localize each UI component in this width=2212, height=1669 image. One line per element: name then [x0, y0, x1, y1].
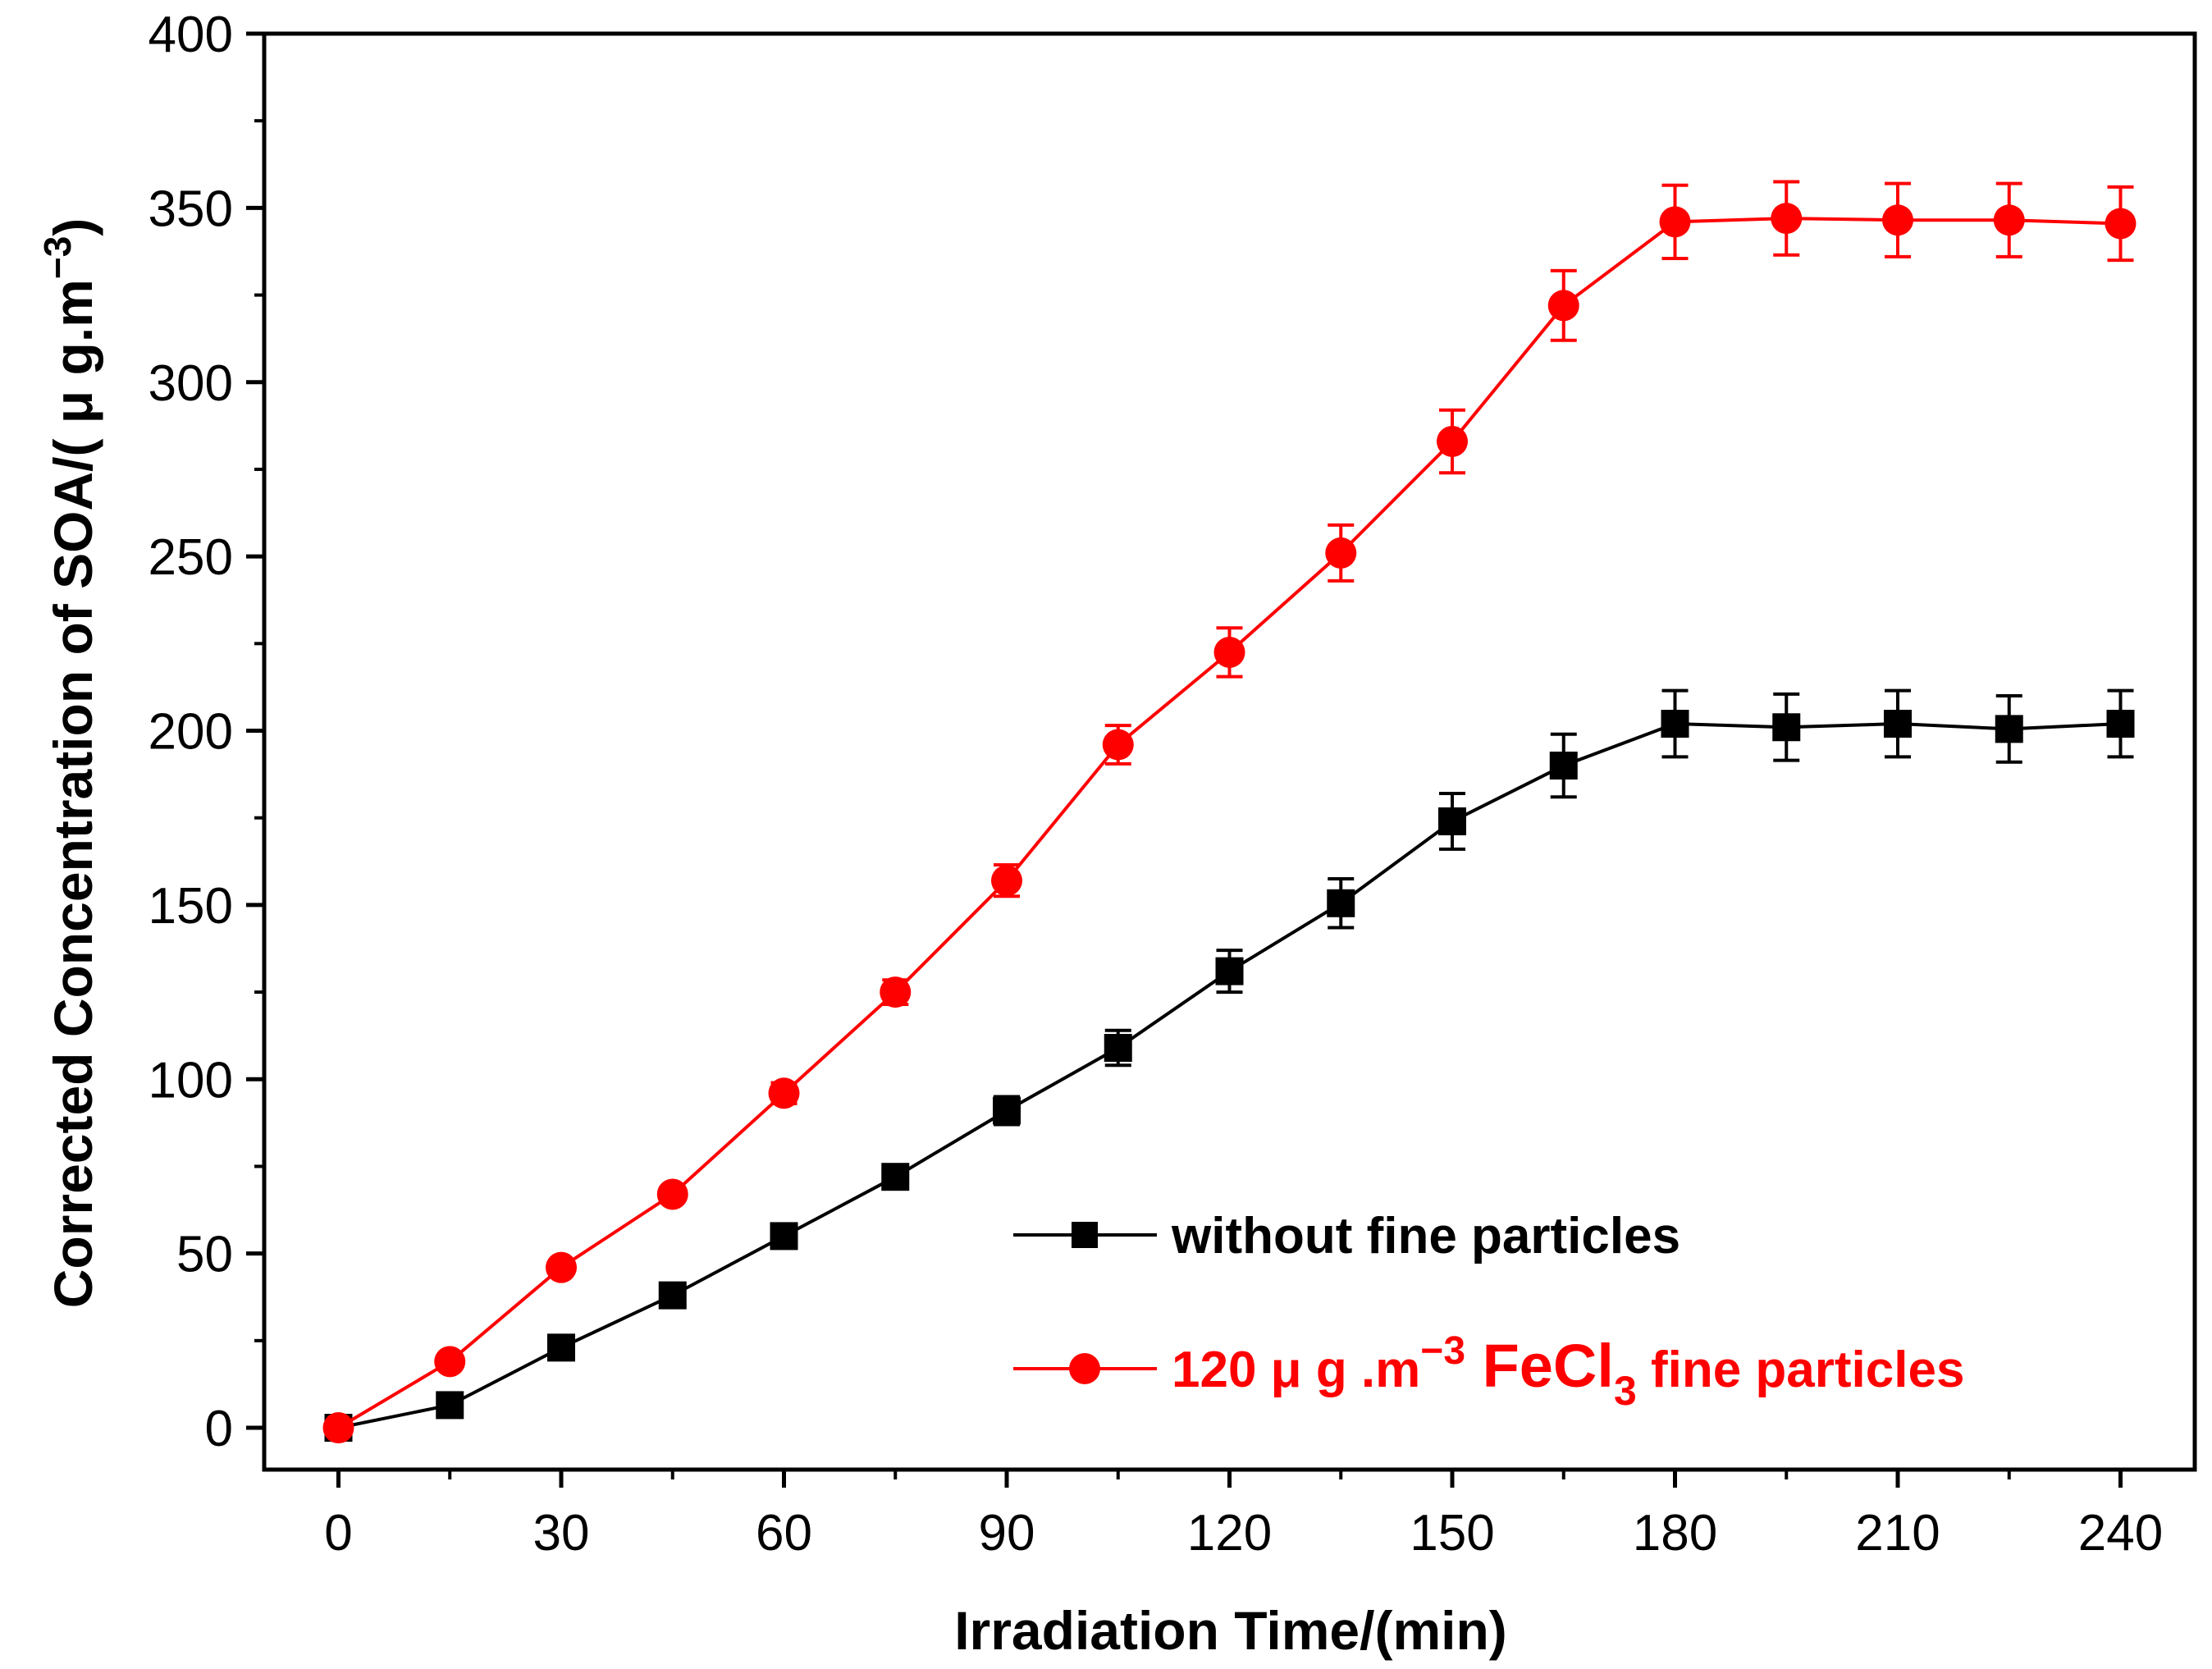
legend-item-without-fine-particles: without fine particles [1013, 1208, 1680, 1264]
data-point-circle [1882, 204, 1913, 236]
legend-label-value: 120 μ g .m [1172, 1342, 1420, 1398]
y-axis-title: Corrected Concentration of SOA/( μ g.m−3… [36, 218, 103, 1309]
data-point-circle [1547, 290, 1579, 322]
y-tick-label: 350 [149, 181, 233, 237]
data-point-circle [1437, 425, 1468, 457]
y-tick-label: 250 [149, 529, 233, 586]
data-point-circle [880, 976, 912, 1008]
data-point-circle [1771, 203, 1803, 235]
series-without-fine-particles [324, 688, 2135, 1443]
data-point-square [1995, 715, 2023, 743]
y-axis-title-main: Corrected Concentration of SOA/( μ g.m [43, 279, 103, 1308]
data-point-circle [656, 1178, 688, 1210]
y-tick-label: 200 [149, 704, 233, 761]
data-point-circle [322, 1412, 354, 1444]
data-point-square [436, 1391, 464, 1420]
data-point-square [1215, 957, 1244, 985]
legend-label-fecl3-fine-particles: 120 μ g .m−3 FeCl3 fine particles [1172, 1329, 1964, 1414]
data-point-square [993, 1096, 1021, 1125]
y-tick-label: 300 [149, 355, 233, 412]
data-point-square [1438, 807, 1466, 835]
x-tick-label: 120 [1187, 1505, 1272, 1562]
data-point-square [1327, 889, 1355, 917]
x-tick-label: 240 [2078, 1505, 2163, 1562]
legend: without fine particles 120 μ g .m−3 FeCl… [1013, 1208, 1964, 1414]
legend-circle-marker [1069, 1353, 1100, 1384]
data-point-square [770, 1222, 798, 1251]
data-point-square [658, 1281, 687, 1310]
x-tick-label: 30 [533, 1505, 590, 1562]
y-tick-label: 100 [149, 1052, 233, 1109]
x-axis: 0 30 60 90 120 150 180 210 240 [324, 1470, 2163, 1562]
data-point-circle [1659, 206, 1691, 238]
x-tick-label: 150 [1410, 1505, 1494, 1562]
legend-label-subscript: 3 [1614, 1368, 1637, 1414]
data-point-circle [1102, 729, 1134, 761]
legend-label-without-fine-particles: without fine particles [1171, 1208, 1680, 1264]
data-point-circle [991, 865, 1022, 897]
series-line [338, 721, 2121, 1429]
legend-label-rest: fine particles [1637, 1342, 1965, 1398]
data-point-circle [434, 1346, 466, 1378]
y-tick-label: 0 [205, 1401, 233, 1457]
series-layer [322, 180, 2137, 1444]
data-point-square [881, 1163, 910, 1191]
x-tick-label: 180 [1633, 1505, 1717, 1562]
legend-item-fecl3-fine-particles: 120 μ g .m−3 FeCl3 fine particles [1013, 1329, 1964, 1414]
legend-square-marker [1072, 1222, 1098, 1248]
x-axis-title: Irradiation Time/(min) [954, 1600, 1507, 1661]
y-tick-label: 150 [149, 878, 233, 935]
legend-label-superscript: −3 [1420, 1329, 1465, 1373]
y-axis-title-close: ) [43, 218, 103, 236]
data-point-square [1772, 713, 1801, 742]
y-tick-label: 50 [176, 1227, 233, 1283]
data-point-square [1884, 710, 1912, 738]
legend-label-compound: FeCl [1465, 1332, 1614, 1400]
series-fecl3-fine-particles [322, 180, 2137, 1444]
x-tick-label: 90 [979, 1505, 1035, 1562]
data-point-square [2106, 710, 2135, 738]
data-point-circle [2105, 208, 2137, 240]
x-tick-label: 60 [756, 1505, 812, 1562]
data-point-square [547, 1333, 575, 1362]
data-point-circle [1213, 636, 1245, 668]
data-point-square [1661, 710, 1689, 738]
data-point-circle [1325, 537, 1357, 569]
data-point-square [1104, 1034, 1132, 1063]
data-point-circle [546, 1251, 577, 1283]
data-point-circle [1993, 204, 2025, 236]
data-point-square [1549, 751, 1578, 780]
x-tick-label: 210 [1855, 1505, 1940, 1562]
data-point-circle [768, 1077, 800, 1109]
y-tick-label: 400 [149, 7, 233, 63]
y-axis-title-superscript: −3 [36, 236, 79, 279]
y-axis: 0 50 100 150 200 250 300 350 400 [149, 7, 264, 1457]
x-tick-label: 0 [324, 1505, 352, 1562]
